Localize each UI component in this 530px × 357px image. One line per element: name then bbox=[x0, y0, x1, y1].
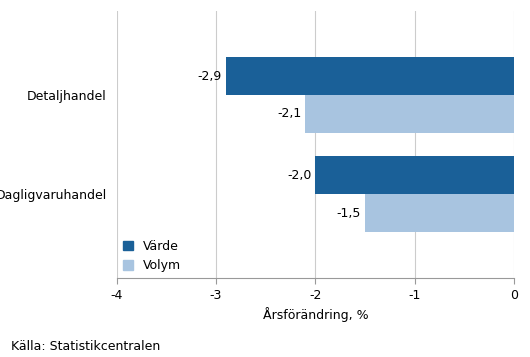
Text: -2,9: -2,9 bbox=[198, 70, 222, 83]
Bar bbox=[315, 156, 514, 194]
Bar bbox=[226, 57, 514, 95]
Text: -2,0: -2,0 bbox=[287, 169, 312, 182]
Bar bbox=[365, 194, 514, 232]
Bar bbox=[305, 95, 514, 133]
Text: -2,1: -2,1 bbox=[277, 107, 302, 120]
X-axis label: Årsförändring, %: Årsförändring, % bbox=[262, 307, 368, 322]
Legend: Värde, Volym: Värde, Volym bbox=[123, 240, 181, 272]
Text: -1,5: -1,5 bbox=[337, 206, 361, 220]
Text: Källa: Statistikcentralen: Källa: Statistikcentralen bbox=[11, 341, 160, 353]
